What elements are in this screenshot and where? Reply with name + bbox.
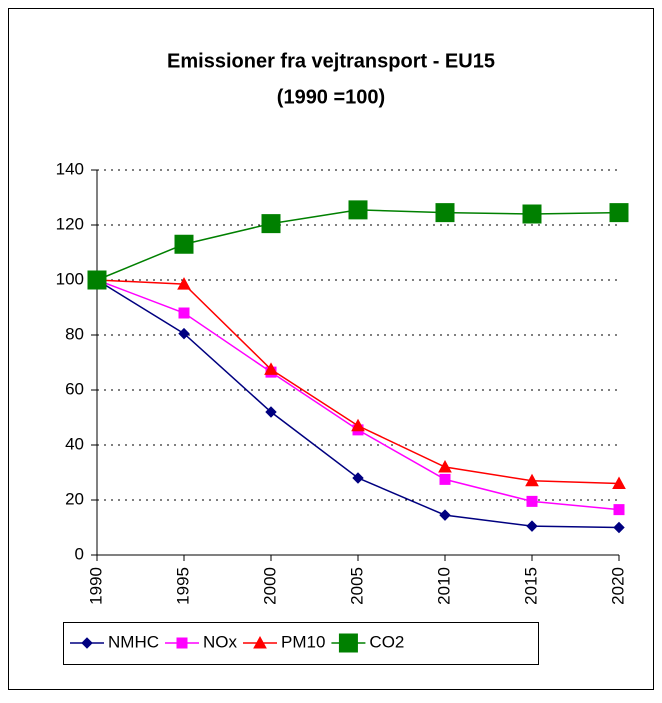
legend-label: NMHC (108, 632, 159, 651)
marker (522, 204, 542, 224)
y-tick-label: 40 (65, 434, 84, 453)
marker (351, 418, 365, 432)
marker (178, 307, 190, 319)
marker (265, 406, 277, 418)
marker (261, 214, 281, 234)
marker (348, 200, 368, 220)
chart-subtitle: (1990 =100) (277, 86, 385, 108)
legend-marker (338, 633, 358, 653)
legend-label: PM10 (281, 632, 325, 651)
marker (352, 472, 364, 484)
marker (435, 203, 455, 223)
legend-marker (253, 635, 267, 649)
marker (177, 277, 191, 290)
x-tick-label: 1990 (86, 567, 105, 605)
chart-border (8, 8, 654, 690)
x-tick-label: 2015 (521, 567, 540, 605)
legend-label: NOx (203, 632, 238, 651)
legend-marker (176, 637, 188, 649)
x-tick-label: 2010 (434, 567, 453, 605)
marker (439, 473, 451, 485)
x-tick-label: 2020 (608, 567, 627, 605)
marker (613, 504, 625, 516)
y-tick-label: 20 (65, 489, 84, 508)
x-tick-label: 1995 (173, 567, 192, 605)
marker (526, 520, 538, 532)
y-tick-label: 140 (56, 159, 84, 178)
marker (612, 476, 626, 489)
y-tick-label: 60 (65, 379, 84, 398)
y-tick-label: 120 (56, 214, 84, 233)
legend-box (63, 622, 539, 665)
marker (439, 509, 451, 521)
marker (174, 234, 194, 254)
legend-label: CO2 (369, 632, 404, 651)
marker (438, 459, 452, 473)
marker (609, 203, 629, 223)
y-tick-label: 80 (65, 324, 84, 343)
marker (526, 495, 538, 507)
marker (87, 270, 107, 290)
y-tick-label: 0 (75, 544, 84, 563)
legend-marker (81, 637, 93, 649)
y-tick-label: 100 (56, 269, 84, 288)
marker (613, 521, 625, 534)
chart-title: Emissioner fra vejtransport - EU15 (167, 50, 495, 72)
marker (264, 362, 278, 375)
marker (178, 327, 190, 340)
marker (525, 473, 539, 487)
x-tick-label: 2000 (260, 567, 279, 605)
x-tick-label: 2005 (347, 567, 366, 605)
